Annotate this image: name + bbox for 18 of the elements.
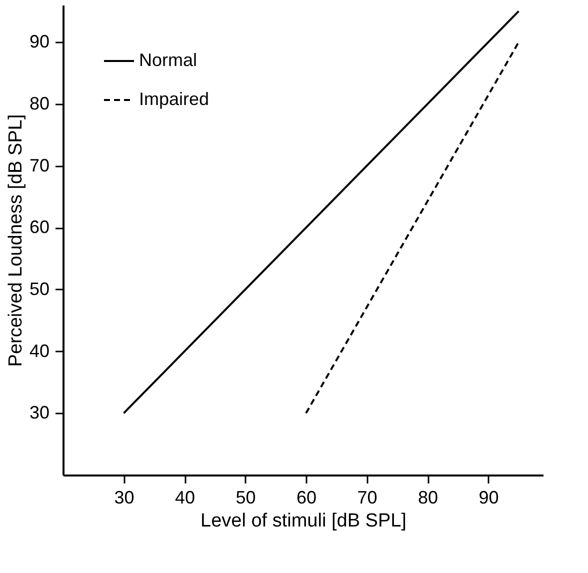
- x-tick-label: 80: [418, 488, 438, 508]
- x-tick-label: 40: [175, 488, 196, 508]
- x-tick-label: 30: [114, 488, 134, 508]
- x-tick-label: 60: [296, 488, 317, 508]
- y-tick-label: 70: [29, 155, 50, 176]
- legend-label: Impaired: [139, 89, 210, 109]
- y-tick-label: 80: [29, 93, 50, 114]
- y-tick-label: 90: [29, 32, 50, 52]
- y-tick-label: 50: [29, 278, 50, 299]
- x-tick-label: 50: [236, 488, 256, 508]
- x-tick-label: 90: [478, 488, 499, 508]
- x-tick-label: 70: [357, 488, 378, 508]
- x-axis-title: Level of stimuli [dB SPL]: [200, 510, 406, 532]
- y-tick-label: 30: [29, 402, 50, 423]
- y-tick-label: 40: [29, 340, 50, 361]
- y-axis-title: Perceived Loudness [dB SPL]: [5, 114, 26, 367]
- y-tick-label: 60: [29, 217, 50, 238]
- legend-label: Normal: [139, 50, 198, 70]
